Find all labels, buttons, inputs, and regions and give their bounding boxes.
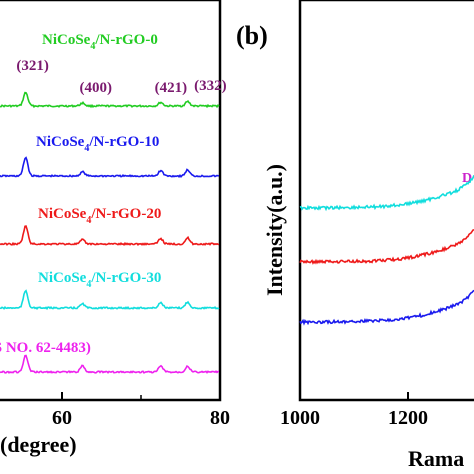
series-label-part: NiCoSe xyxy=(38,270,87,286)
x-tick-label: 1000 xyxy=(280,407,320,429)
xrd-trace xyxy=(0,225,220,247)
series-label: NiCoSe4/N-rGO-30 xyxy=(38,270,161,290)
x-tick-label: 80 xyxy=(210,407,230,429)
series-label-part: /N-rGO-0 xyxy=(94,32,157,48)
series-label-part: NiCoSe xyxy=(38,206,87,222)
raman-trace xyxy=(299,289,474,326)
panel-a-traces xyxy=(0,91,220,374)
series-label: NiCoSe4/N-rGO-0 xyxy=(42,32,158,52)
series-label-part: NiCoSe xyxy=(36,134,85,150)
panel-b-raman: (b) D 100012001 Intensity(a.u.) Rama xyxy=(236,0,474,471)
panel-a-xrd: NiCoSe4/N-rGO-0NiCoSe4/N-rGO-10NiCoSe4/N… xyxy=(0,0,230,457)
series-label-part: (JCDCS NO. 62-4483) xyxy=(0,340,91,356)
hkl-annotation: (400) xyxy=(80,80,113,96)
series-label: 4 (JCDCS NO. 62-4483) xyxy=(0,340,91,360)
series-label-subscript: 4 xyxy=(86,279,91,290)
series-label-part: NiCoSe xyxy=(42,32,91,48)
panel-a-series-labels: NiCoSe4/N-rGO-0NiCoSe4/N-rGO-10NiCoSe4/N… xyxy=(0,32,161,360)
panel-b-x-ticks: 100012001 xyxy=(280,392,428,429)
panel-b-traces xyxy=(299,175,474,326)
raman-trace xyxy=(299,175,474,212)
raman-trace xyxy=(299,229,474,265)
xrd-trace xyxy=(0,354,220,374)
x-tick-label: 1200 xyxy=(388,407,428,429)
panel-b-y-axis-label: Intensity(a.u.) xyxy=(262,164,287,296)
hkl-annotation: (321) xyxy=(16,58,49,74)
xrd-trace xyxy=(0,91,220,109)
panel-a-x-axis-label: (degree) xyxy=(0,432,77,457)
panel-b-label: (b) xyxy=(236,21,268,50)
series-label-part: /N-rGO-30 xyxy=(90,270,161,286)
series-label-subscript: 4 xyxy=(90,41,95,52)
panel-a-annotations: (023)(321)(400)(421)(332) xyxy=(16,58,227,96)
xrd-trace xyxy=(0,156,220,179)
xrd-trace xyxy=(0,289,220,311)
series-label-subscript: 4 xyxy=(86,215,91,226)
panel-b-d-peak-label: D xyxy=(462,171,472,186)
series-label-part: /N-rGO-20 xyxy=(90,206,161,222)
panel-a-frame xyxy=(0,0,222,402)
panel-b-x-axis-label: Rama xyxy=(408,446,464,471)
series-label-part: /N-rGO-10 xyxy=(88,134,159,150)
panel-b-frame xyxy=(298,0,474,402)
series-label: NiCoSe4/N-rGO-20 xyxy=(38,206,161,226)
series-label-subscript: 4 xyxy=(84,143,89,154)
x-tick-label: 60 xyxy=(52,407,72,429)
hkl-annotation: (332) xyxy=(194,78,227,94)
hkl-annotation: (421) xyxy=(155,80,188,96)
series-label: NiCoSe4/N-rGO-10 xyxy=(36,134,159,154)
panel-a-x-ticks: 60 80 xyxy=(52,392,230,429)
